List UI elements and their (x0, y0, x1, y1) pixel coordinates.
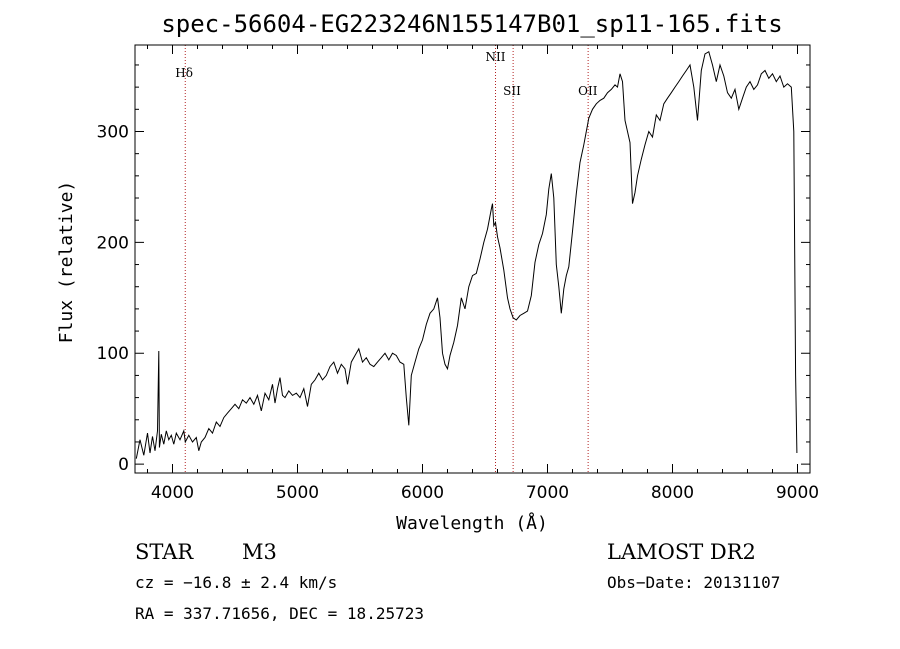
spectral-line-label: Hδ (175, 66, 193, 80)
x-tick-label: 6000 (401, 483, 444, 503)
spectral-line-label: SII (503, 84, 521, 98)
spectral-line-markers: Hδ NII SII OII (175, 45, 598, 473)
plot-frame (134, 44, 811, 474)
redshift-readout: cz = −16.8 ± 2.4 km/s (135, 573, 337, 592)
object-subclass: M3 (242, 540, 277, 564)
y-axis-label: Flux (relative) (56, 181, 77, 344)
x-tick-label: 8000 (651, 483, 694, 503)
chart-title: spec-56604-EG223246N155147B01_sp11-165.f… (161, 10, 782, 38)
y-tick-label: 300 (97, 122, 129, 142)
spectrum-series-line (135, 50, 798, 459)
y-tick-label: 100 (97, 344, 129, 364)
spectral-line-label: NII (486, 50, 506, 64)
y-tick-label: 200 (97, 233, 129, 253)
x-axis-label: Wavelength (Å) (396, 512, 548, 534)
x-tick-label: 5000 (276, 483, 319, 503)
x-tick-label: 9000 (776, 483, 819, 503)
axis-ticks: 4000 5000 6000 7000 8000 9000 0 100 200 300 (97, 45, 819, 503)
coordinates: RA = 337.71656, DEC = 18.25723 (135, 604, 424, 623)
spectral-line-label: OII (578, 84, 598, 98)
obs-date: Obs−Date: 20131107 (607, 573, 780, 592)
x-tick-label: 4000 (151, 483, 194, 503)
object-class: STAR (135, 540, 194, 564)
y-tick-label: 0 (118, 455, 129, 475)
x-tick-label: 7000 (526, 483, 569, 503)
survey-name: LAMOST DR2 (607, 540, 756, 564)
